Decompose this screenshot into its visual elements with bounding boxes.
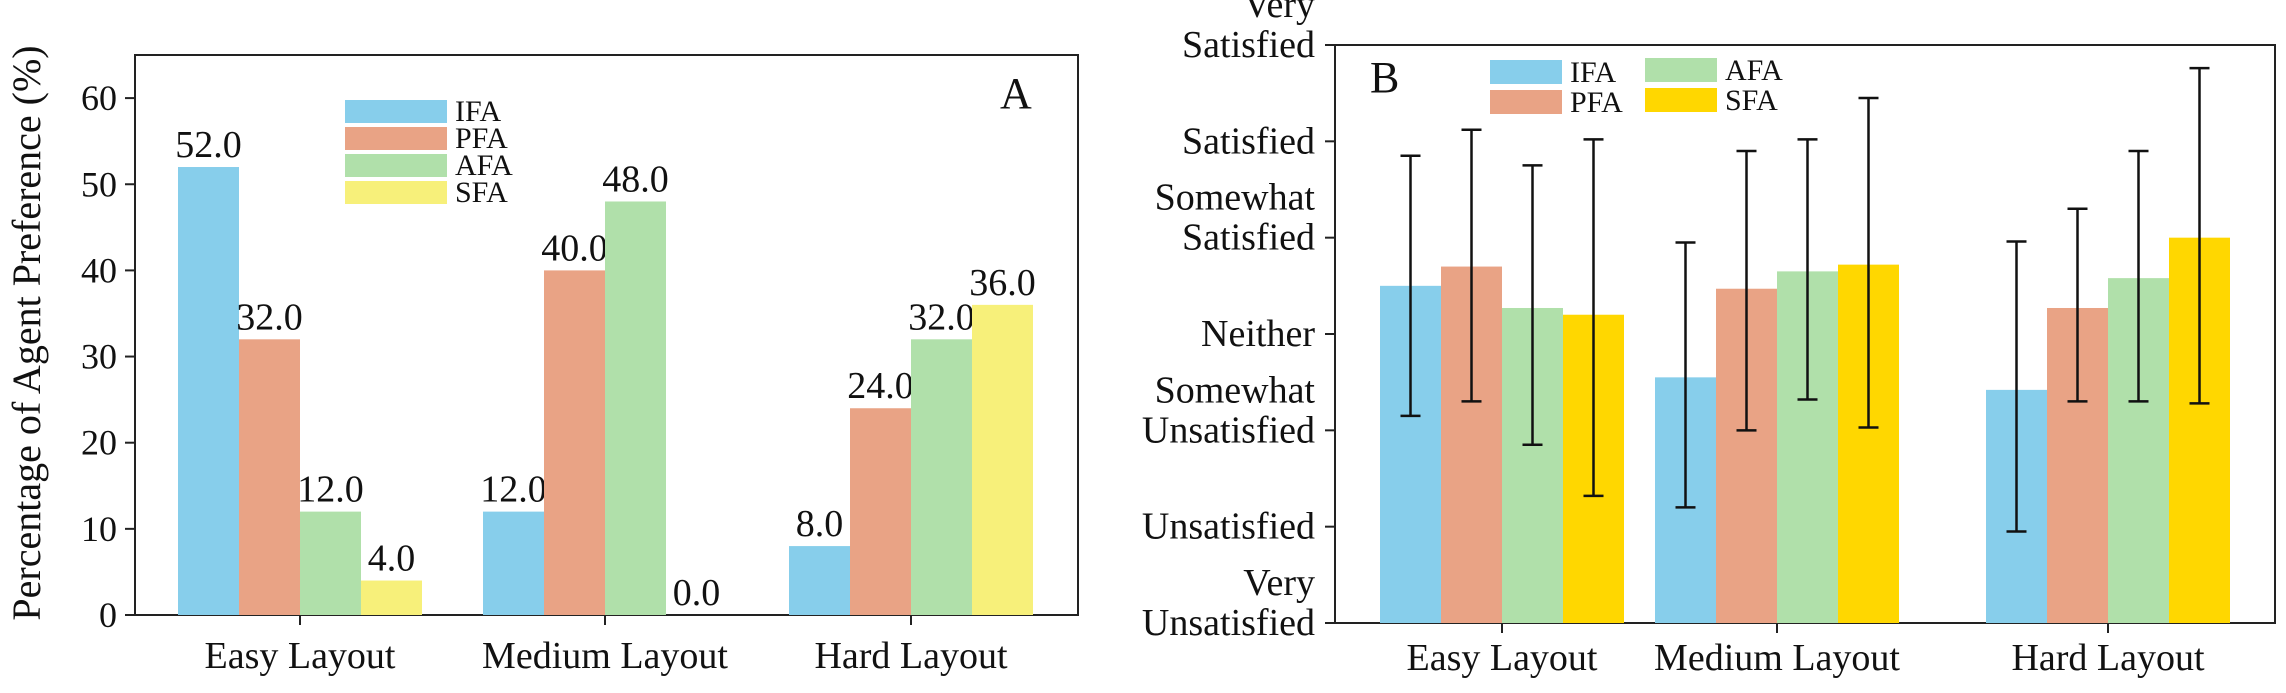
y-tick-label: 60 [81, 78, 117, 118]
legend-swatch [1645, 88, 1717, 112]
y-tick-label: Satisfied [1182, 217, 1315, 259]
data-label: 32.0 [908, 296, 975, 338]
legend-swatch [1645, 58, 1717, 82]
x-tick-label: Hard Layout [2011, 637, 2205, 679]
x-tick-label: Hard Layout [814, 635, 1008, 677]
data-label: 4.0 [368, 538, 416, 580]
bar [239, 339, 300, 615]
x-tick-label: Easy Layout [1406, 637, 1597, 679]
bar [178, 167, 239, 615]
legend-label: IFA [455, 95, 501, 128]
panel-b: VerySatisfiedSatisfiedSomewhatSatisfiedN… [1142, 0, 2276, 679]
legend-label: SFA [1725, 84, 1778, 117]
y-tick-label: Unsatisfied [1142, 409, 1315, 451]
legend-swatch [1490, 90, 1562, 114]
panel-a-bars: 52.0 12.0 8.0 32.0 40.0 24.0 12.0 48.0 32.0 4.0 0.… [175, 124, 1036, 616]
x-tick-label: Medium Layout [1654, 637, 1900, 679]
y-tick-label: 50 [81, 164, 117, 204]
data-label: 48.0 [602, 158, 669, 200]
legend-swatch [345, 100, 447, 123]
legend-label: PFA [1570, 86, 1623, 119]
panel-a-x-axis: Easy Layout Medium Layout Hard Layout [204, 615, 1008, 677]
y-tick-label: Satisfied [1182, 24, 1315, 66]
panel-b-label: B [1370, 53, 1399, 102]
legend-label: SFA [455, 176, 508, 209]
y-tick-label: Somewhat [1155, 369, 1316, 411]
bar [605, 201, 666, 616]
data-label: 32.0 [236, 296, 303, 338]
y-tick-label: 20 [81, 423, 117, 463]
legend-label: AFA [1725, 54, 1783, 87]
bar [300, 511, 361, 615]
bar [544, 270, 605, 615]
y-tick-label: Unsatisfied [1142, 506, 1315, 548]
y-tick-label: 30 [81, 337, 117, 377]
panel-a-label: A [1000, 69, 1032, 118]
legend-label: IFA [1570, 56, 1616, 89]
x-tick-label: Medium Layout [482, 635, 728, 677]
legend-swatch [345, 154, 447, 177]
bar [789, 546, 850, 615]
legend-swatch [1490, 60, 1562, 84]
panel-b-error-bars [1400, 66, 2210, 533]
data-label: 24.0 [847, 365, 914, 407]
bar [483, 511, 544, 615]
data-label: 0.0 [673, 572, 721, 614]
bar [972, 304, 1033, 615]
bar [361, 580, 422, 615]
x-tick-label: Easy Layout [204, 635, 395, 677]
y-tick-label: Neither [1201, 313, 1315, 355]
legend-label: AFA [455, 149, 513, 182]
y-tick-label: Somewhat [1155, 177, 1316, 219]
data-label: 12.0 [480, 469, 547, 511]
y-tick-label: Unsatisfied [1142, 602, 1315, 644]
data-label: 36.0 [969, 262, 1036, 304]
y-tick-label: Very [1243, 0, 1315, 26]
y-tick-label: 0 [99, 595, 117, 635]
data-label: 52.0 [175, 124, 242, 166]
legend-swatch [345, 127, 447, 150]
y-tick-label: Very [1243, 562, 1315, 604]
data-label: 8.0 [796, 503, 844, 545]
panel-a-y-axis: 0 10 20 30 40 50 60 [81, 78, 135, 635]
bar [911, 339, 972, 615]
y-tick-label: Satisfied [1182, 120, 1315, 162]
bar [850, 408, 911, 615]
data-label: 40.0 [541, 227, 608, 269]
legend-label: PFA [455, 122, 508, 155]
y-tick-label: 10 [81, 509, 117, 549]
y-tick-label: 40 [81, 250, 117, 290]
data-label: 12.0 [297, 469, 364, 511]
panel-a: 0 10 20 30 40 50 60 52.0 12.0 8.0 32.0 40.0 24.0 12.… [4, 45, 1079, 677]
panel-a-y-axis-title: Percentage of Agent Preference (%) [4, 45, 49, 620]
panel-b-y-axis: VerySatisfiedSatisfiedSomewhatSatisfiedN… [1142, 0, 1335, 644]
panel-b-x-axis: Easy Layout Medium Layout Hard Layout [1406, 623, 2205, 679]
legend-swatch [345, 181, 447, 204]
panel-b-bars [1380, 237, 2230, 623]
